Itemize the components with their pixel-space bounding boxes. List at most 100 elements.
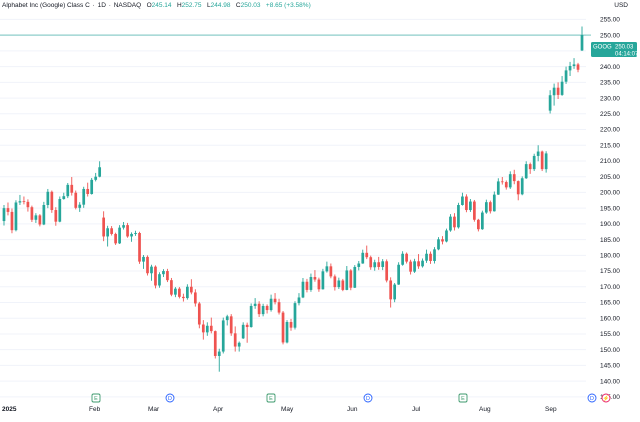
candle[interactable]	[74, 190, 78, 210]
candle[interactable]	[548, 90, 552, 114]
candle[interactable]	[186, 284, 189, 300]
candle[interactable]	[58, 196, 62, 223]
candle[interactable]	[528, 162, 532, 174]
candle[interactable]	[197, 301, 201, 329]
candle[interactable]	[556, 82, 560, 100]
candle[interactable]	[126, 222, 129, 238]
candle[interactable]	[353, 265, 357, 289]
candle[interactable]	[317, 277, 321, 292]
candle[interactable]	[229, 314, 233, 336]
dividend-marker[interactable]: D	[587, 393, 597, 403]
candle[interactable]	[94, 172, 98, 182]
candle[interactable]	[369, 255, 373, 270]
candle[interactable]	[213, 330, 217, 359]
candle[interactable]	[457, 202, 460, 229]
candle[interactable]	[285, 320, 289, 344]
candle[interactable]	[373, 259, 377, 271]
candle[interactable]	[158, 272, 161, 288]
candle[interactable]	[142, 255, 145, 269]
candle[interactable]	[42, 201, 46, 226]
candle[interactable]	[564, 66, 568, 84]
candle[interactable]	[265, 304, 269, 314]
candle[interactable]	[221, 317, 225, 354]
candle[interactable]	[170, 277, 173, 297]
candle[interactable]	[2, 205, 6, 226]
candle[interactable]	[508, 171, 512, 189]
candle[interactable]	[249, 303, 253, 328]
price-axis[interactable]: 135.00140.00145.00150.00155.00160.00165.…	[600, 17, 620, 401]
time-axis[interactable]: 2025 Feb Mar Apr May Jun Jul Aug Sep	[2, 406, 557, 413]
candle[interactable]	[484, 199, 488, 214]
candle[interactable]	[325, 261, 329, 273]
split-marker[interactable]: ⚡	[601, 393, 611, 403]
candle[interactable]	[477, 218, 480, 232]
candle[interactable]	[437, 237, 440, 251]
candle[interactable]	[560, 76, 564, 96]
candle[interactable]	[122, 221, 125, 230]
candle[interactable]	[305, 278, 309, 293]
candle[interactable]	[417, 254, 420, 269]
candle[interactable]	[341, 278, 345, 292]
candle[interactable]	[572, 58, 576, 69]
candle[interactable]	[26, 199, 30, 212]
candle[interactable]	[82, 186, 86, 208]
candle[interactable]	[46, 188, 50, 209]
candle[interactable]	[441, 236, 444, 245]
candle[interactable]	[154, 265, 157, 289]
candle[interactable]	[225, 314, 229, 326]
interval-label[interactable]: 1D	[97, 2, 106, 9]
candle[interactable]	[130, 232, 133, 242]
candle[interactable]	[18, 194, 22, 205]
candle[interactable]	[253, 298, 257, 309]
candle[interactable]	[301, 277, 305, 299]
candle[interactable]	[162, 269, 165, 278]
candle[interactable]	[6, 202, 10, 216]
candle[interactable]	[492, 191, 496, 212]
candle[interactable]	[536, 145, 540, 162]
candle[interactable]	[114, 232, 117, 245]
candle[interactable]	[118, 225, 121, 244]
candle[interactable]	[532, 153, 536, 172]
candle[interactable]	[166, 268, 169, 283]
candle[interactable]	[461, 192, 464, 206]
candle[interactable]	[277, 298, 281, 315]
candle[interactable]	[30, 205, 34, 222]
candle[interactable]	[209, 317, 213, 334]
candle[interactable]	[421, 258, 424, 268]
candle[interactable]	[193, 289, 197, 307]
candle[interactable]	[110, 226, 113, 236]
candle[interactable]	[14, 200, 18, 232]
candle[interactable]	[269, 294, 273, 312]
candle[interactable]	[22, 196, 26, 205]
candle[interactable]	[233, 326, 237, 352]
candle[interactable]	[496, 178, 500, 195]
symbol-legend[interactable]: Alphabet Inc (Google) Class C · 1D · NAS…	[2, 2, 311, 9]
candle[interactable]	[524, 161, 528, 179]
candle[interactable]	[237, 341, 241, 352]
earnings-marker[interactable]: E	[266, 393, 276, 403]
candle[interactable]	[401, 251, 404, 266]
candle[interactable]	[516, 180, 520, 201]
candle[interactable]	[552, 83, 556, 106]
candle[interactable]	[520, 176, 524, 196]
candle[interactable]	[178, 287, 181, 299]
candle[interactable]	[449, 214, 452, 232]
candle[interactable]	[512, 169, 516, 185]
candle[interactable]	[337, 277, 341, 289]
candle[interactable]	[540, 150, 544, 172]
earnings-marker[interactable]: E	[458, 393, 468, 403]
candle[interactable]	[329, 263, 333, 279]
candle[interactable]	[465, 194, 468, 213]
candle[interactable]	[405, 252, 408, 264]
candle[interactable]	[38, 214, 42, 227]
candle[interactable]	[544, 151, 548, 173]
currency-label[interactable]: USD	[614, 2, 628, 9]
candle[interactable]	[333, 274, 337, 291]
candle[interactable]	[50, 190, 54, 213]
candle[interactable]	[397, 262, 400, 285]
candle[interactable]	[86, 182, 90, 197]
candle[interactable]	[189, 279, 193, 295]
candle[interactable]	[70, 177, 74, 196]
